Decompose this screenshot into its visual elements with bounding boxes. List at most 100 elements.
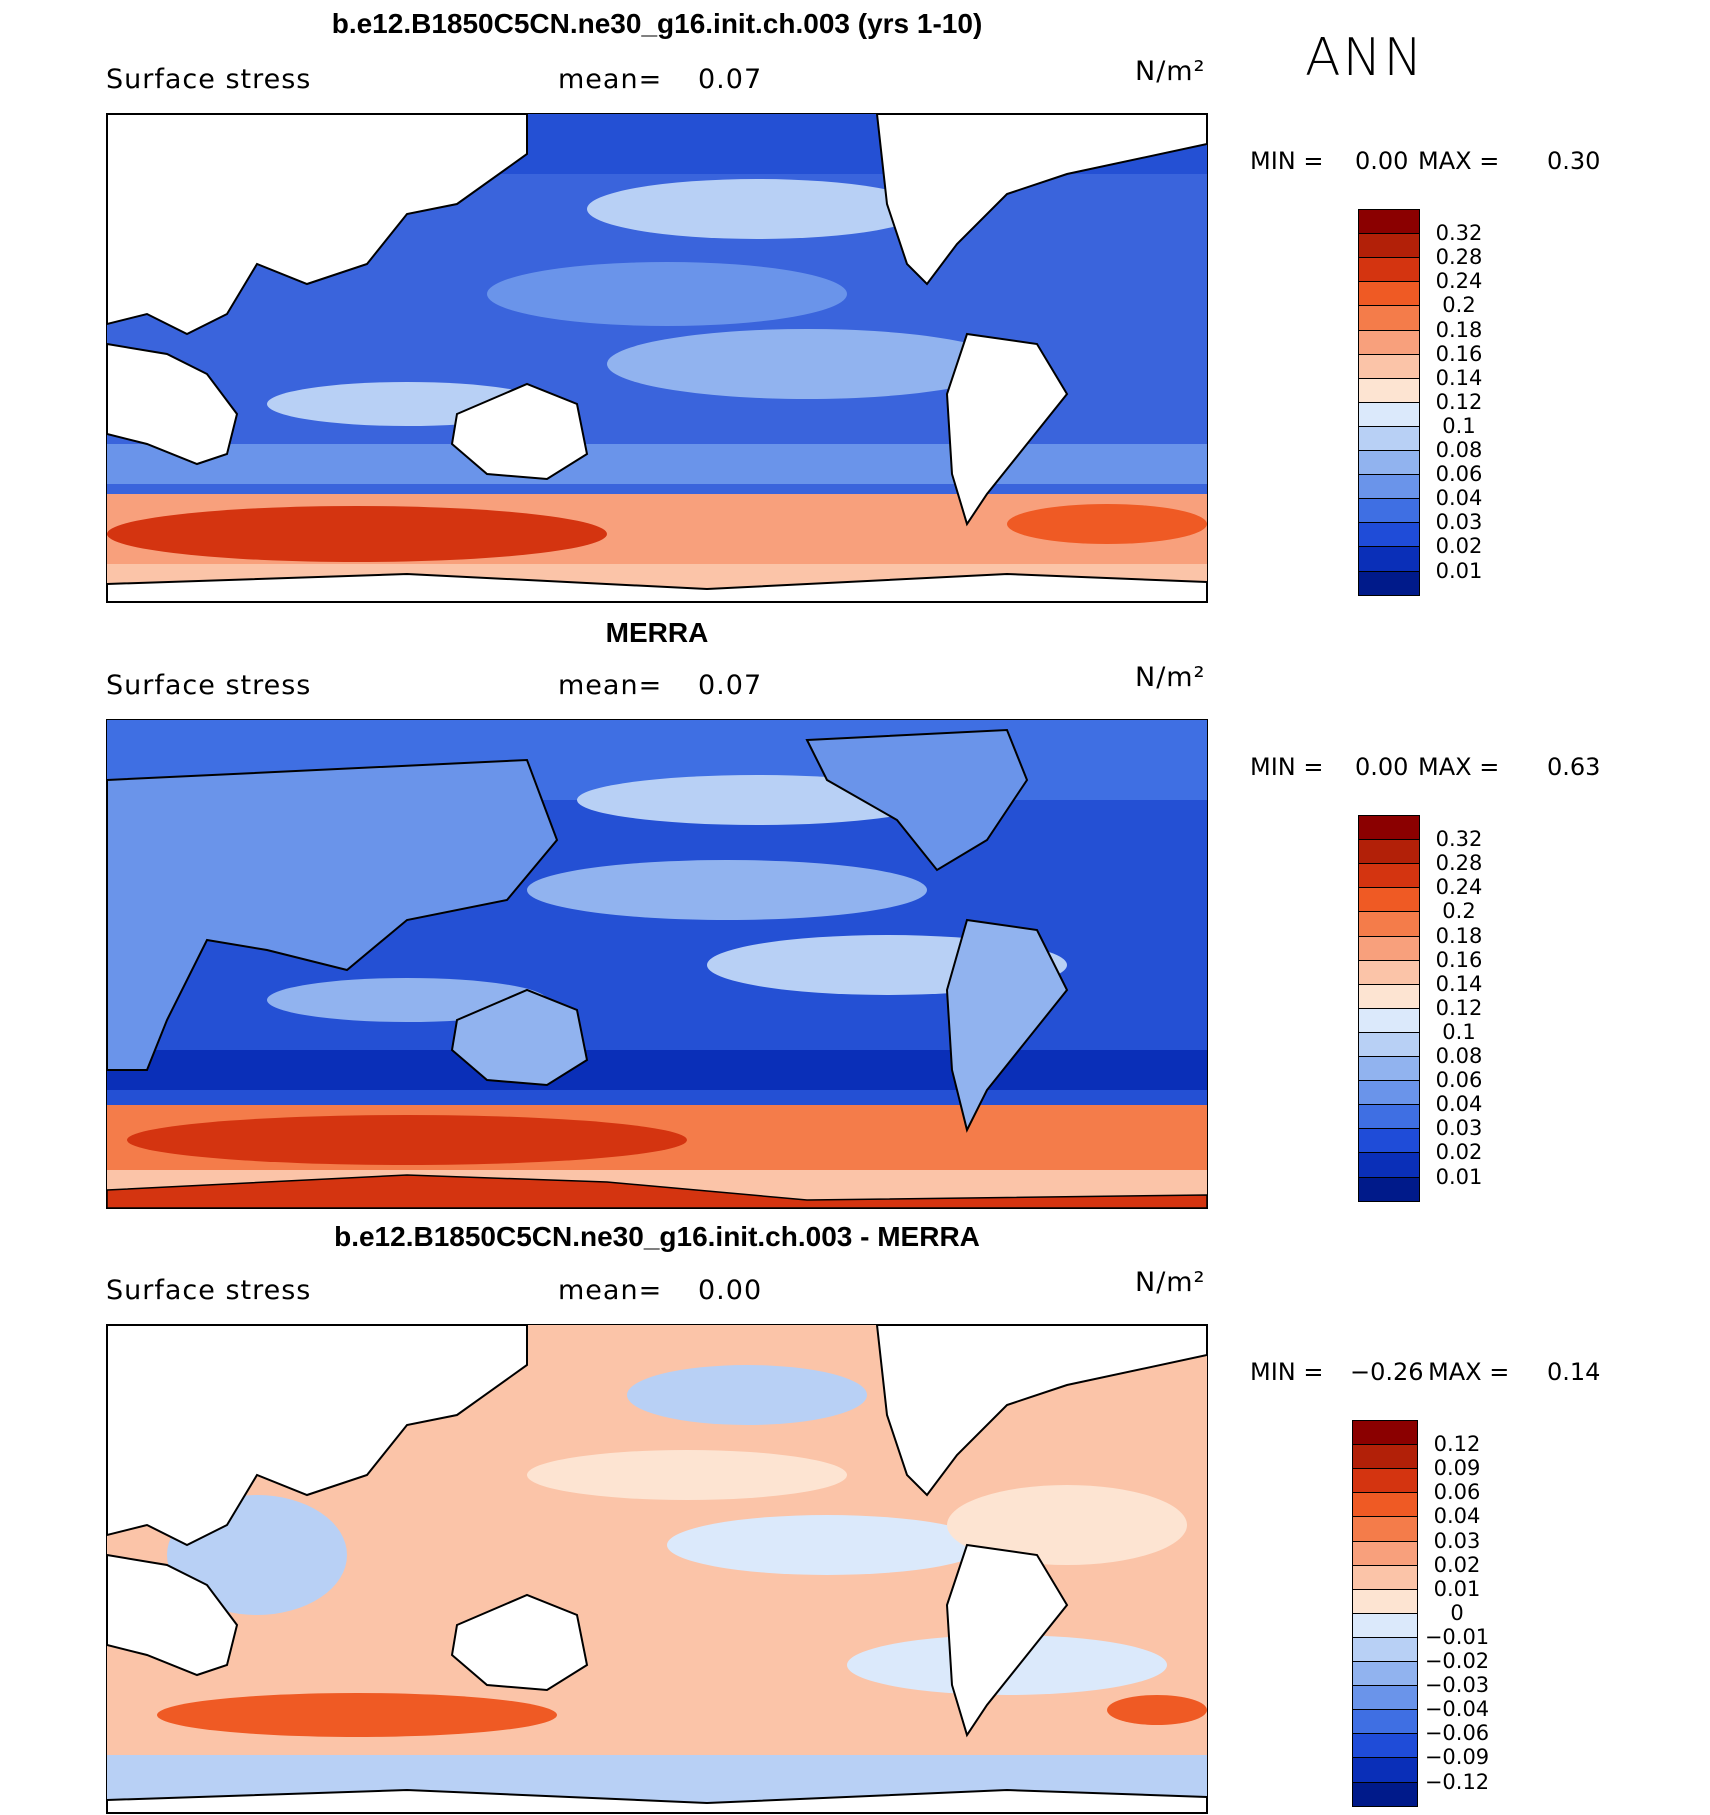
colorbar-label: 0.03 [1435, 510, 1483, 535]
panel-2-units: N/m² [1135, 662, 1206, 693]
panel-2-max-label: MAX = [1418, 753, 1500, 781]
colorbar-label: 0.08 [1435, 438, 1483, 462]
panel-2-map [106, 719, 1208, 1209]
colorbar-label: 0.08 [1435, 1044, 1483, 1068]
colorbar-label: 0.01 [1435, 558, 1483, 583]
colorbar-label: 0.28 [1435, 851, 1483, 876]
colorbar-swatch [1358, 257, 1420, 283]
colorbar-swatch [1352, 1444, 1418, 1470]
colorbar-swatch [1358, 1104, 1420, 1130]
colorbar-swatch [1358, 377, 1420, 403]
colorbar-label: 0.32 [1435, 827, 1483, 852]
panel-1-max-label: MAX = [1418, 147, 1500, 175]
colorbar-label: −0.06 [1424, 1721, 1490, 1746]
panel-1-mean-label: mean= [558, 64, 663, 95]
colorbar-swatch [1358, 935, 1420, 961]
colorbar-label: 0.16 [1435, 341, 1483, 366]
colorbar-label: 0.04 [1433, 1504, 1481, 1529]
colorbar-label: 0 [1450, 1600, 1464, 1625]
colorbar-swatch [1352, 1757, 1418, 1783]
colorbar-label: 0.14 [1435, 971, 1483, 996]
panel-3-mean-label: mean= [558, 1275, 663, 1306]
colorbar-label: 0.2 [1442, 899, 1476, 924]
colorbar-swatch [1358, 1031, 1420, 1057]
panel-1-min-label: MIN = [1250, 147, 1324, 175]
colorbar-label: 0.03 [1435, 1116, 1483, 1141]
colorbar-swatch [1358, 425, 1420, 451]
colorbar-label: 0.02 [1435, 534, 1483, 559]
panel-2-mean-value: 0.07 [698, 670, 763, 701]
colorbar-label: −0.03 [1424, 1673, 1490, 1698]
colorbar-swatch [1358, 863, 1420, 889]
panel-1-title: b.e12.B1850C5CN.ne30_g16.init.ch.003 (yr… [331, 8, 983, 39]
panel-2-max-value: 0.63 [1547, 753, 1601, 781]
colorbar-swatch [1358, 959, 1420, 985]
panel-1-max-value: 0.30 [1547, 147, 1601, 175]
colorbar-label: 0.02 [1433, 1552, 1481, 1577]
colorbar-label: 0.16 [1435, 947, 1483, 972]
colorbar-label: 0.12 [1433, 1432, 1481, 1457]
colorbar-label: −0.09 [1424, 1745, 1490, 1770]
colorbar-swatch [1358, 1128, 1420, 1154]
colorbar-swatch [1358, 839, 1420, 865]
colorbar-swatch [1352, 1709, 1418, 1735]
colorbar-swatch [1358, 281, 1420, 307]
colorbar-swatch [1358, 1176, 1420, 1202]
colorbar-label: 0.06 [1433, 1480, 1481, 1505]
colorbar-swatch [1352, 1733, 1418, 1759]
colorbar-swatch [1352, 1661, 1418, 1687]
panel-3-units: N/m² [1135, 1267, 1206, 1298]
colorbar-swatch [1352, 1492, 1418, 1518]
panel-1-map [106, 113, 1208, 603]
panel-1-map-svg [107, 114, 1207, 602]
colorbar-swatch [1352, 1588, 1418, 1614]
colorbar-swatch [1352, 1781, 1418, 1807]
colorbar-swatch [1358, 983, 1420, 1009]
colorbar-swatch [1358, 233, 1420, 259]
colorbar-swatch [1358, 911, 1420, 937]
panel-1-mean-value: 0.07 [698, 64, 763, 95]
panel-3-map [106, 1324, 1208, 1814]
colorbar-label: 0.18 [1435, 317, 1483, 342]
colorbar-swatch [1352, 1685, 1418, 1711]
colorbar-label: 0.1 [1442, 413, 1476, 438]
colorbar-swatch [1358, 474, 1420, 500]
colorbar-label: 0.06 [1435, 462, 1483, 487]
colorbar-swatch [1358, 1007, 1420, 1033]
panel-3-map-svg [107, 1325, 1207, 1813]
colorbar-label: 0.12 [1435, 995, 1483, 1020]
colorbar-label: 0.01 [1435, 1164, 1483, 1189]
panel-2-variable: Surface stress [106, 670, 312, 701]
panel-3-min-value: −0.26 [1350, 1358, 1424, 1386]
colorbar-swatch [1352, 1420, 1418, 1446]
colorbar-label: −0.01 [1424, 1624, 1490, 1649]
colorbar-swatch [1358, 401, 1420, 427]
colorbar-label: 0.24 [1435, 269, 1483, 294]
colorbar-label: −0.12 [1424, 1769, 1490, 1794]
colorbar-swatch [1358, 815, 1420, 841]
panel-2-min-value: 0.00 [1355, 753, 1409, 781]
colorbar-label: 0.14 [1435, 365, 1483, 390]
panel-3-variable: Surface stress [106, 1275, 312, 1306]
panel-3-title: b.e12.B1850C5CN.ne30_g16.init.ch.003 - M… [334, 1221, 980, 1252]
colorbar-label: 0.28 [1435, 245, 1483, 270]
colorbar-swatch [1352, 1516, 1418, 1542]
colorbar-label: 0.04 [1435, 486, 1483, 511]
colorbar-label: 0.2 [1442, 293, 1476, 318]
panel-2-title: MERRA [605, 617, 709, 648]
colorbar-swatch [1358, 522, 1420, 548]
colorbar-swatch [1352, 1564, 1418, 1590]
panel-2-min-label: MIN = [1250, 753, 1324, 781]
colorbar-label: 0.32 [1435, 221, 1483, 246]
colorbar-swatch [1352, 1612, 1418, 1638]
colorbar-swatch [1358, 1152, 1420, 1178]
colorbar-label: 0.18 [1435, 923, 1483, 948]
panel-1-variable: Surface stress [106, 64, 312, 95]
colorbar-label: 0.02 [1435, 1140, 1483, 1165]
colorbar-swatch [1358, 353, 1420, 379]
colorbar-swatch [1358, 1080, 1420, 1106]
panel-3-min-label: MIN = [1250, 1358, 1324, 1386]
colorbar-swatch [1358, 450, 1420, 476]
colorbar-swatch [1358, 887, 1420, 913]
colorbar-swatch [1358, 498, 1420, 524]
